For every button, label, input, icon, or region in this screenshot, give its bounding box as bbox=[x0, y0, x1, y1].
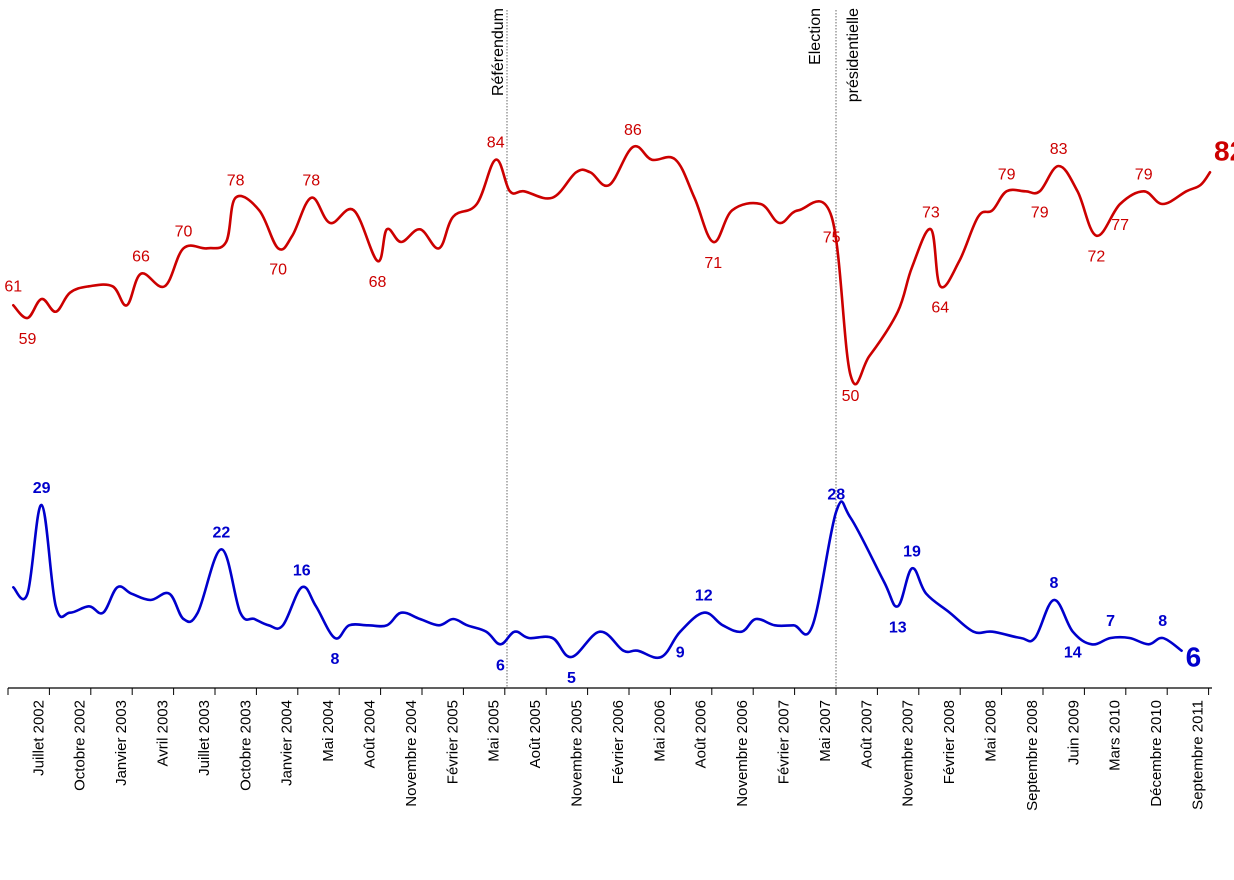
blue-data-label: 7 bbox=[1106, 613, 1115, 630]
red-data-label: 61 bbox=[4, 278, 22, 295]
x-tick-label: Mai 2005 bbox=[486, 700, 503, 762]
x-tick-label: Février 2008 bbox=[941, 700, 958, 784]
blue-data-label: 8 bbox=[1049, 575, 1058, 592]
red-data-label: 71 bbox=[704, 255, 722, 272]
red-data-label: 73 bbox=[922, 204, 940, 221]
x-tick-label: Juillet 2002 bbox=[30, 700, 47, 776]
red-data-label: 70 bbox=[175, 223, 193, 240]
events-layer: Référendum Election présidentielle bbox=[490, 8, 862, 688]
series-layer: 6159667078707868848671755073647979837277… bbox=[4, 122, 1234, 687]
red-data-label: 77 bbox=[1111, 217, 1129, 234]
red-data-label: 82 bbox=[1214, 135, 1234, 166]
x-tick-label: Août 2005 bbox=[527, 700, 544, 768]
x-tick-label: Août 2006 bbox=[693, 700, 710, 768]
x-tick-label: Novembre 2004 bbox=[403, 700, 420, 807]
red-data-label: 79 bbox=[1135, 166, 1153, 183]
blue-data-label: 22 bbox=[213, 524, 231, 541]
red-data-label: 78 bbox=[302, 173, 320, 190]
x-tick-label: Août 2007 bbox=[858, 700, 875, 768]
red-data-label: 68 bbox=[369, 274, 387, 291]
event-label-referendum: Référendum bbox=[490, 8, 507, 96]
x-tick-label: Janvier 2004 bbox=[279, 700, 296, 786]
x-tick-label: Septembre 2011 bbox=[1189, 700, 1206, 810]
x-tick-label: Juin 2009 bbox=[1065, 700, 1082, 765]
red-data-label: 66 bbox=[132, 249, 150, 266]
x-tick-label: Février 2007 bbox=[775, 700, 792, 784]
red-data-label: 78 bbox=[227, 173, 245, 190]
x-tick-label: Mai 2006 bbox=[651, 700, 668, 762]
series-line-blue bbox=[12, 500, 1183, 660]
red-data-label: 50 bbox=[842, 388, 860, 405]
x-tick-label: Juillet 2003 bbox=[196, 700, 213, 776]
x-tick-label: Février 2006 bbox=[610, 700, 627, 784]
x-tick-label: Novembre 2006 bbox=[734, 700, 751, 807]
red-data-label: 79 bbox=[1031, 204, 1049, 221]
red-data-label: 86 bbox=[624, 122, 642, 139]
red-data-label: 75 bbox=[823, 230, 841, 247]
x-tick-label: Novembre 2007 bbox=[900, 700, 917, 807]
x-tick-label: Avril 2003 bbox=[154, 700, 171, 766]
x-tick-label: Janvier 2003 bbox=[113, 700, 130, 786]
x-tick-label: Août 2004 bbox=[361, 700, 378, 768]
blue-data-label: 29 bbox=[33, 480, 51, 497]
x-tick-label: Février 2005 bbox=[444, 700, 461, 784]
blue-data-label: 13 bbox=[889, 619, 907, 636]
x-tick-label: Octobre 2003 bbox=[237, 700, 254, 791]
red-data-label: 83 bbox=[1050, 141, 1068, 158]
red-data-label: 64 bbox=[931, 299, 949, 316]
blue-data-label: 19 bbox=[903, 543, 921, 560]
blue-data-label: 14 bbox=[1064, 645, 1082, 662]
x-tick-label: Mars 2010 bbox=[1107, 700, 1124, 771]
red-data-label: 59 bbox=[19, 331, 37, 348]
blue-data-label: 6 bbox=[1186, 642, 1202, 673]
blue-data-label: 28 bbox=[827, 486, 845, 503]
blue-data-label: 6 bbox=[496, 657, 505, 674]
red-data-label: 79 bbox=[998, 166, 1016, 183]
x-tick-label: Octobre 2002 bbox=[72, 700, 89, 791]
red-data-label: 70 bbox=[269, 261, 287, 278]
blue-data-label: 16 bbox=[293, 562, 311, 579]
blue-data-label: 12 bbox=[695, 588, 713, 605]
red-data-label: 84 bbox=[487, 135, 505, 152]
series-line-red bbox=[12, 144, 1212, 386]
blue-data-label: 9 bbox=[676, 645, 685, 662]
x-tick-label: Décembre 2010 bbox=[1148, 700, 1165, 807]
blue-data-label: 8 bbox=[330, 651, 339, 668]
x-tick-label: Septembre 2008 bbox=[1024, 700, 1041, 811]
x-tick-label: Mai 2004 bbox=[320, 700, 337, 762]
event-label-election-line1: Election bbox=[807, 8, 824, 65]
blue-data-label: 8 bbox=[1158, 613, 1167, 630]
event-label-election-line2: présidentielle bbox=[845, 8, 862, 102]
x-axis: Juillet 2002 Octobre 2002 Janvier 2003 Avri… bbox=[7, 687, 1212, 811]
x-tick-label: Mai 2008 bbox=[982, 700, 999, 762]
blue-data-label: 5 bbox=[567, 670, 576, 687]
x-tick-label: Mai 2007 bbox=[817, 700, 834, 762]
x-tick-label: Novembre 2005 bbox=[568, 700, 585, 807]
red-data-label: 72 bbox=[1088, 249, 1106, 266]
